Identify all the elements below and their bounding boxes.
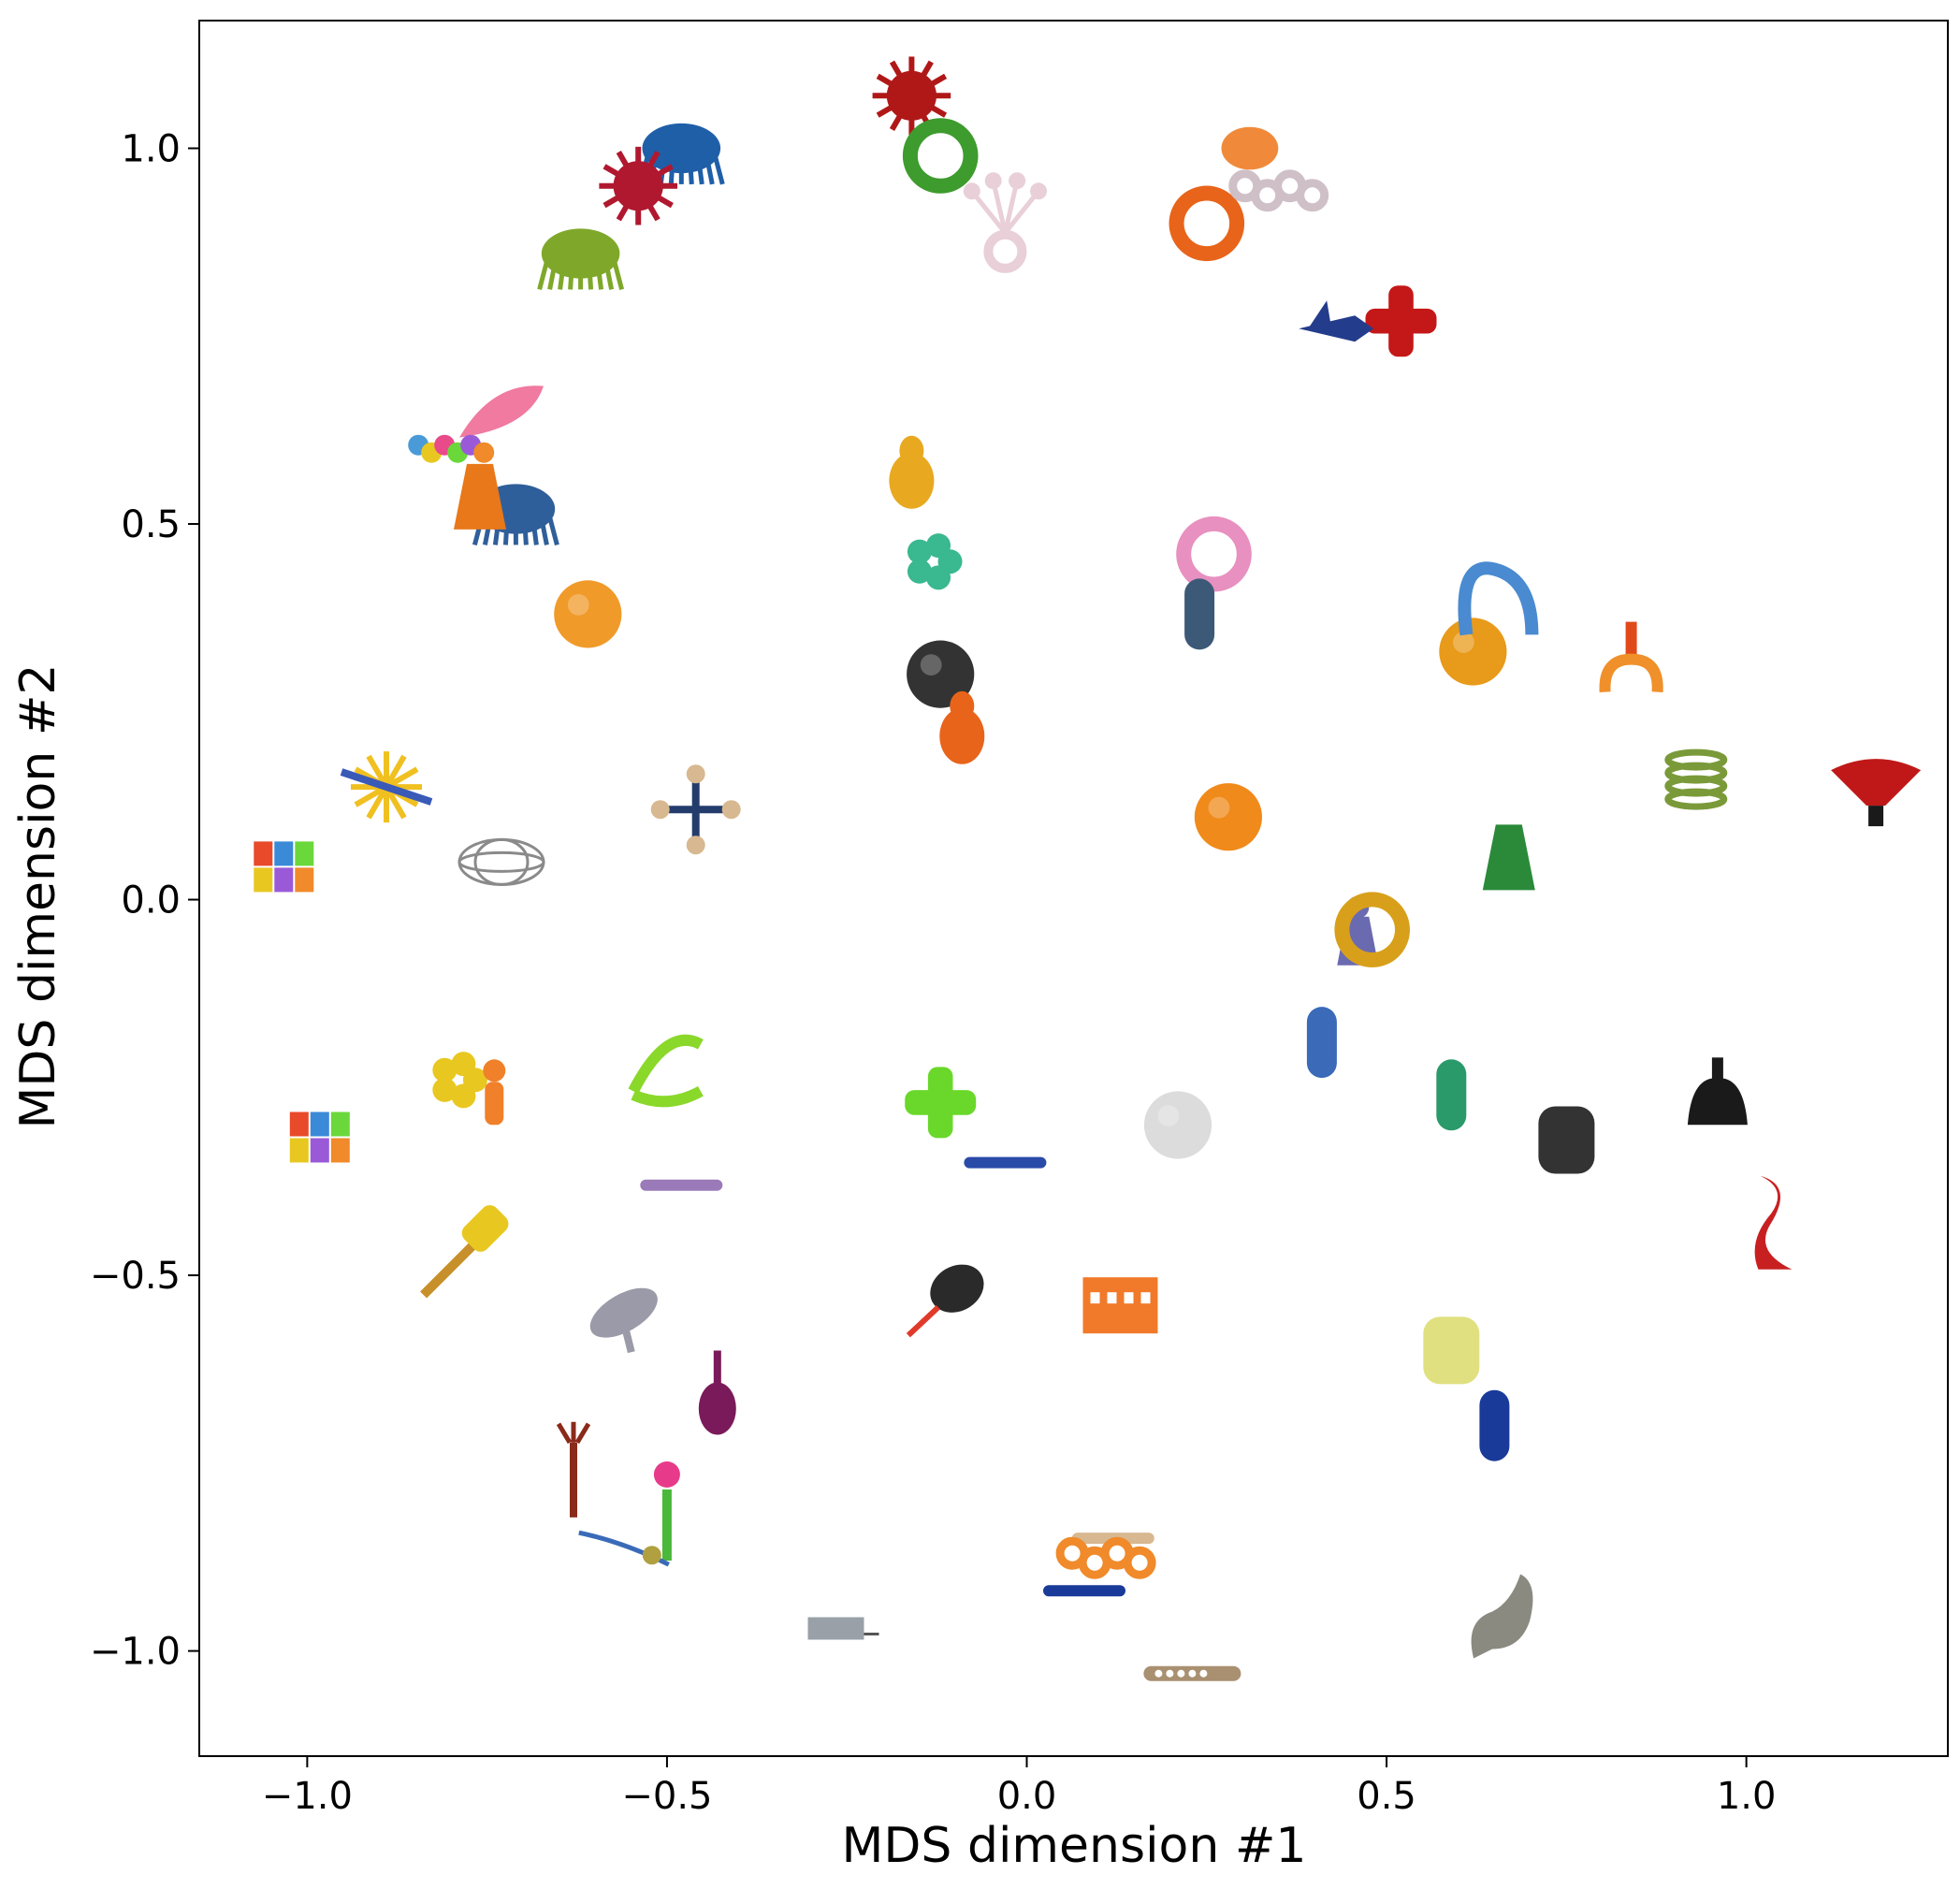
data-point-ball	[1194, 783, 1262, 851]
y-tick-label: 0.0	[121, 879, 181, 923]
data-point-wave	[1471, 1574, 1533, 1659]
data-point-clam	[628, 1034, 704, 1108]
data-point-stick	[964, 1156, 1047, 1169]
x-tick-label: 1.0	[1717, 1775, 1777, 1818]
data-point-ball	[907, 640, 975, 708]
data-point-blocks	[254, 841, 314, 893]
x-tick-label: −0.5	[621, 1775, 712, 1818]
data-point-star	[340, 751, 433, 823]
data-point-disc	[589, 1287, 658, 1354]
x-tick-label: 0.0	[997, 1775, 1057, 1818]
data-point-mop	[537, 228, 625, 291]
x-tick-label: 0.5	[1357, 1775, 1416, 1818]
y-axis-label: MDS dimension #2	[10, 664, 66, 1129]
data-point-ring	[1334, 892, 1410, 968]
data-point-wire-ball	[457, 837, 545, 886]
data-point-maraca	[698, 1350, 736, 1435]
plot-border	[198, 20, 1949, 1757]
data-point-spring	[1664, 748, 1728, 810]
data-point-ring	[1176, 516, 1252, 592]
data-point-cone	[1482, 824, 1535, 891]
data-point-cross	[905, 1067, 977, 1139]
data-point-ball	[1439, 618, 1507, 686]
data-point-box	[807, 1617, 879, 1640]
data-point-tube	[1306, 1007, 1337, 1079]
data-point-hammer	[420, 1205, 509, 1299]
y-tick-label: 1.0	[121, 128, 181, 171]
data-point-spiky-ball	[872, 56, 951, 136]
data-point-ball	[1143, 1091, 1212, 1159]
data-point-bulb	[906, 1264, 984, 1338]
data-point-tube	[1436, 1059, 1467, 1131]
data-point-tulip	[653, 1461, 680, 1561]
data-point-blocks	[289, 1112, 350, 1163]
y-tick-label: −1.0	[90, 1631, 181, 1674]
data-point-cluster	[907, 533, 963, 590]
data-point-feather	[459, 385, 544, 438]
data-point-fork	[556, 1421, 591, 1518]
data-point-cone	[454, 463, 506, 530]
data-point-cluster	[432, 1052, 487, 1109]
data-point-pear	[889, 435, 935, 509]
data-point-stick	[1043, 1585, 1125, 1597]
y-axis-ticks: −1.0 −0.5 0.0 0.5 1.0	[90, 128, 199, 1674]
y-tick-label: −0.5	[90, 1255, 181, 1298]
data-point-ball	[554, 580, 622, 648]
data-point-dome	[1831, 759, 1922, 827]
data-point-flower	[963, 172, 1048, 273]
data-point-figure	[483, 1059, 506, 1126]
x-axis-label: MDS dimension #1	[842, 1818, 1307, 1874]
x-axis-ticks: −1.0 −0.5 0.0 0.5 1.0	[262, 1756, 1777, 1818]
data-point-cross	[1365, 285, 1437, 357]
data-point-wire	[578, 1530, 670, 1567]
data-point-pear	[939, 690, 985, 764]
data-point-paddle	[1143, 1665, 1241, 1681]
data-point-loop	[1458, 561, 1539, 636]
data-point-stick	[640, 1179, 723, 1191]
data-point-beads	[408, 434, 495, 463]
x-tick-label: −1.0	[262, 1775, 353, 1818]
y-tick-label: 0.5	[121, 503, 181, 546]
data-point-cylinder	[1538, 1106, 1595, 1174]
data-point-spiky-ball	[599, 146, 678, 225]
data-point-rocket	[1299, 300, 1374, 342]
data-point-claw	[1599, 621, 1663, 692]
data-point-vase	[1754, 1175, 1793, 1270]
plot-frame	[198, 20, 1949, 1757]
data-point-chain	[1228, 169, 1329, 212]
data-point-jack	[650, 764, 741, 855]
data-point-chain	[1055, 1536, 1156, 1579]
data-point-tube	[1479, 1389, 1510, 1461]
data-point-ring	[1169, 185, 1245, 262]
data-point-blob	[1221, 126, 1279, 170]
data-point-crate	[1082, 1277, 1158, 1334]
data-point-ring	[902, 118, 979, 194]
points-layer	[254, 56, 1922, 1681]
data-point-tube	[1184, 578, 1215, 650]
data-point-cylinder	[1423, 1316, 1480, 1385]
data-point-bell	[1687, 1057, 1748, 1126]
